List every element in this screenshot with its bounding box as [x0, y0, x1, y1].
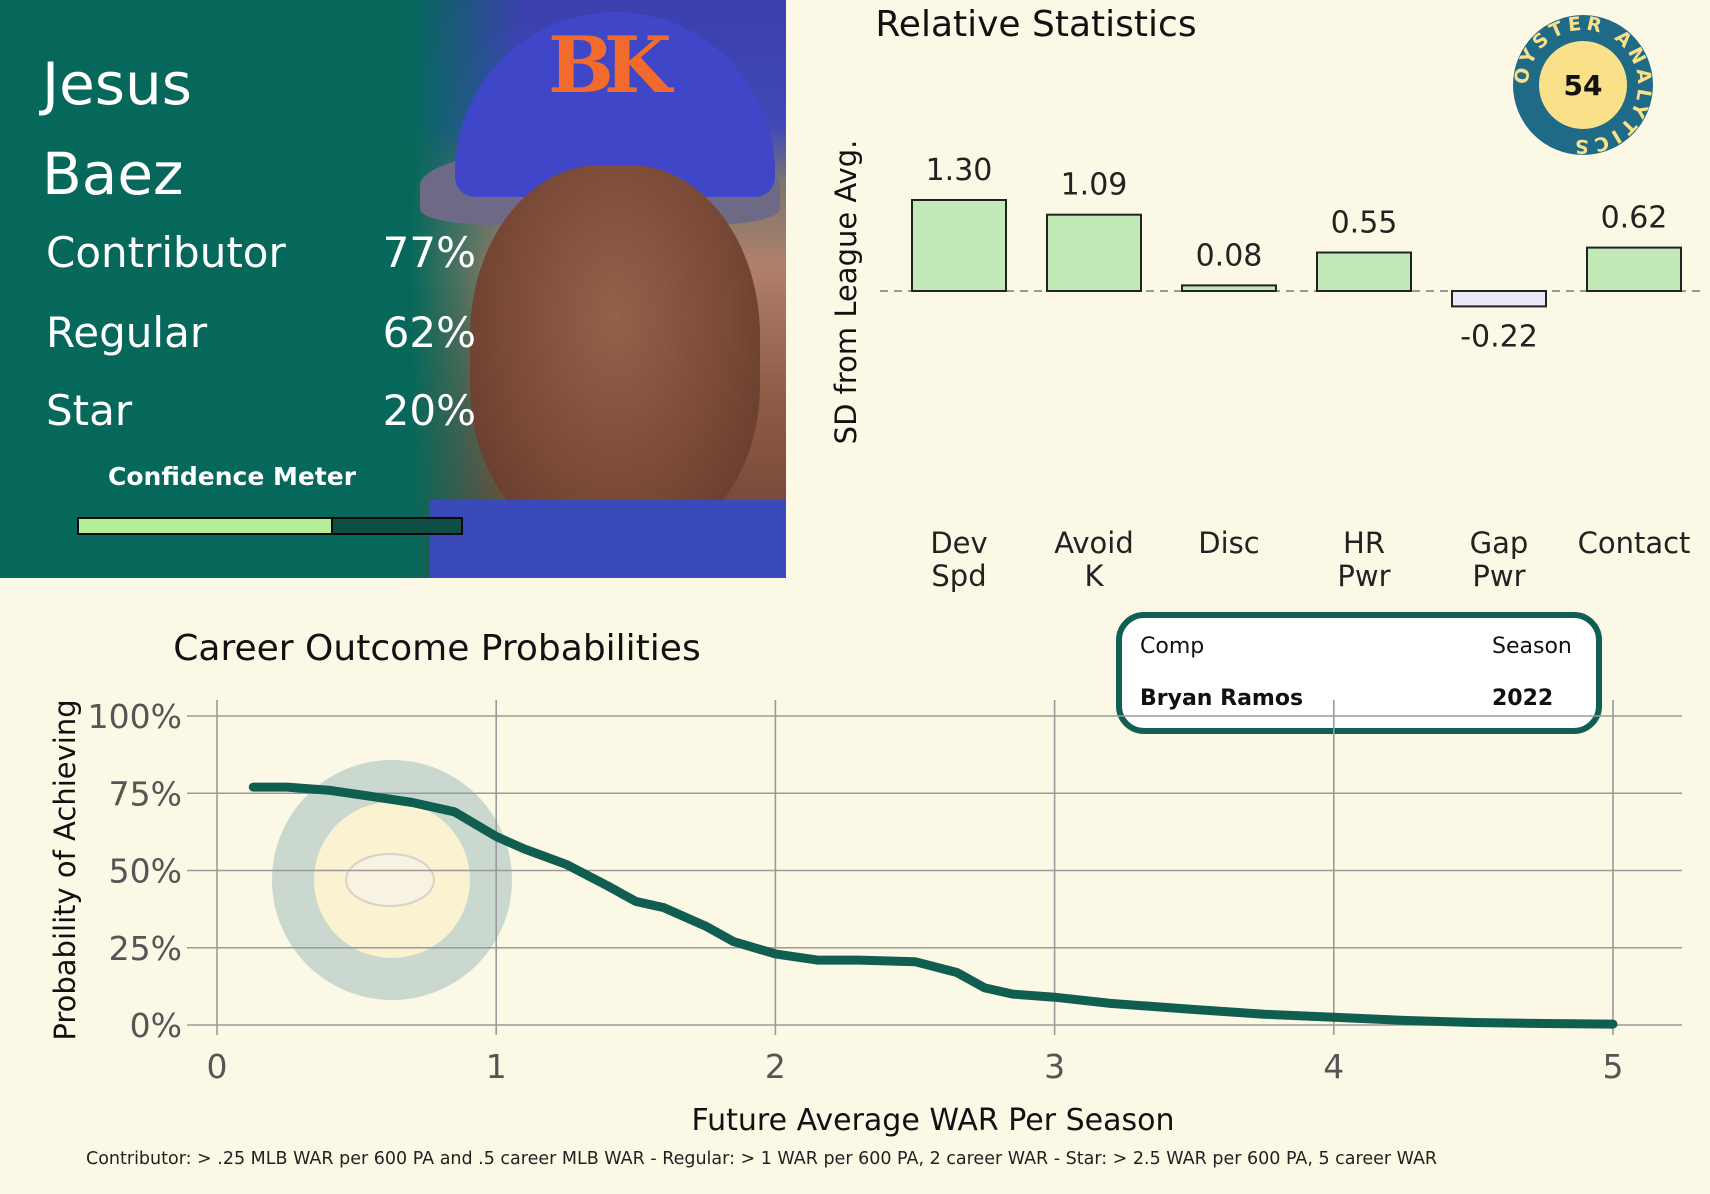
bar-data-label: -0.22: [1460, 319, 1538, 354]
bar-data-label: 1.30: [926, 153, 993, 188]
bar-category-label: Disc: [1198, 526, 1259, 560]
x-tick-label: 0: [207, 1047, 228, 1086]
outcome-value: 20%: [382, 386, 476, 435]
confidence-meter-label: Confidence Meter: [108, 462, 357, 491]
x-tick-label: 5: [1603, 1047, 1624, 1086]
bar-category-label: Gap: [1470, 526, 1529, 560]
oyster-analytics-logo: OYSTER ANALYTICS 54: [1512, 14, 1653, 156]
y-tick-label: 0%: [130, 1006, 182, 1045]
bar: [1451, 290, 1547, 308]
line-chart-title: Career Outcome Probabilities: [173, 628, 700, 669]
player-last-name: Baez: [42, 140, 184, 208]
confidence-meter: [77, 517, 463, 535]
line-chart-y-axis-label: Probability of Achieving: [48, 699, 82, 1040]
jersey: [430, 500, 786, 578]
bar: [911, 199, 1007, 292]
confidence-meter-fill: [79, 519, 334, 533]
line-chart-grid: [187, 700, 1682, 1035]
bar: [1046, 213, 1142, 292]
outcome-row-contributor: Contributor 77%: [46, 228, 476, 288]
oyster-analytics-watermark: [272, 760, 512, 1000]
y-tick-label: 50%: [109, 852, 182, 891]
player-panel: BK Jesus Baez Contributor 77% Regular 62…: [0, 0, 786, 578]
bar-category-label: Spd: [931, 559, 986, 593]
bar-data-label: 1.09: [1061, 168, 1128, 203]
comp-card: Comp Season Bryan Ramos 2022: [1116, 612, 1602, 734]
line-chart-ticks: 0% 25% 50% 75% 100% 0 1 2 3 4 5: [88, 697, 1624, 1086]
comp-season: 2022: [1492, 686, 1554, 711]
player-face: [470, 165, 760, 545]
bar: [1181, 284, 1277, 292]
outcome-row-star: Star 20%: [46, 386, 476, 446]
bar-chart-title: Relative Statistics: [875, 4, 1196, 45]
outcome-value: 77%: [382, 228, 476, 277]
probability-curve: [248, 782, 1618, 1029]
bar-data-label: 0.55: [1331, 206, 1398, 241]
bar-data-label: 0.62: [1601, 201, 1668, 236]
outcome-row-regular: Regular 62%: [46, 308, 476, 368]
bar-category-label: Dev: [930, 526, 987, 560]
comp-name: Bryan Ramos: [1140, 686, 1304, 711]
bar-category-label: Pwr: [1337, 559, 1390, 593]
x-tick-label: 1: [486, 1047, 507, 1086]
bar-category-label: K: [1084, 559, 1104, 593]
bar-category-label: Pwr: [1472, 559, 1525, 593]
outcome-label: Star: [46, 386, 133, 435]
y-tick-label: 100%: [88, 697, 182, 736]
player-first-name: Jesus: [42, 50, 192, 118]
x-tick-label: 2: [765, 1047, 786, 1086]
y-tick-label: 25%: [109, 929, 182, 968]
cap-logo: BK: [548, 20, 672, 111]
outcome-label: Regular: [46, 308, 208, 357]
y-tick-label: 75%: [109, 774, 182, 813]
bar-category-label: Contact: [1578, 526, 1691, 560]
comp-header: Comp: [1140, 634, 1205, 659]
x-tick-label: 3: [1044, 1047, 1065, 1086]
bar-data-label: 0.08: [1196, 238, 1263, 273]
logo-number: 54: [1564, 69, 1603, 102]
outcome-label: Contributor: [46, 228, 286, 277]
x-tick-label: 4: [1323, 1047, 1344, 1086]
line-chart-x-axis-label: Future Average WAR Per Season: [692, 1103, 1175, 1138]
relative-statistics-chart: Relative Statistics SD from League Avg. …: [829, 4, 1705, 593]
bar-chart-bars: 1.30DevSpd1.09AvoidK0.08Disc0.55HRPwr-0.…: [911, 153, 1691, 593]
bar-category-label: Avoid: [1054, 526, 1134, 560]
outcome-value: 62%: [382, 308, 476, 357]
season-header: Season: [1492, 634, 1572, 659]
bar: [1316, 251, 1412, 292]
bar-category-label: HR: [1343, 526, 1385, 560]
bar-chart-y-axis-label: SD from League Avg.: [829, 140, 863, 445]
bar: [1586, 246, 1682, 293]
footnote: Contributor: > .25 MLB WAR per 600 PA an…: [86, 1149, 1438, 1169]
